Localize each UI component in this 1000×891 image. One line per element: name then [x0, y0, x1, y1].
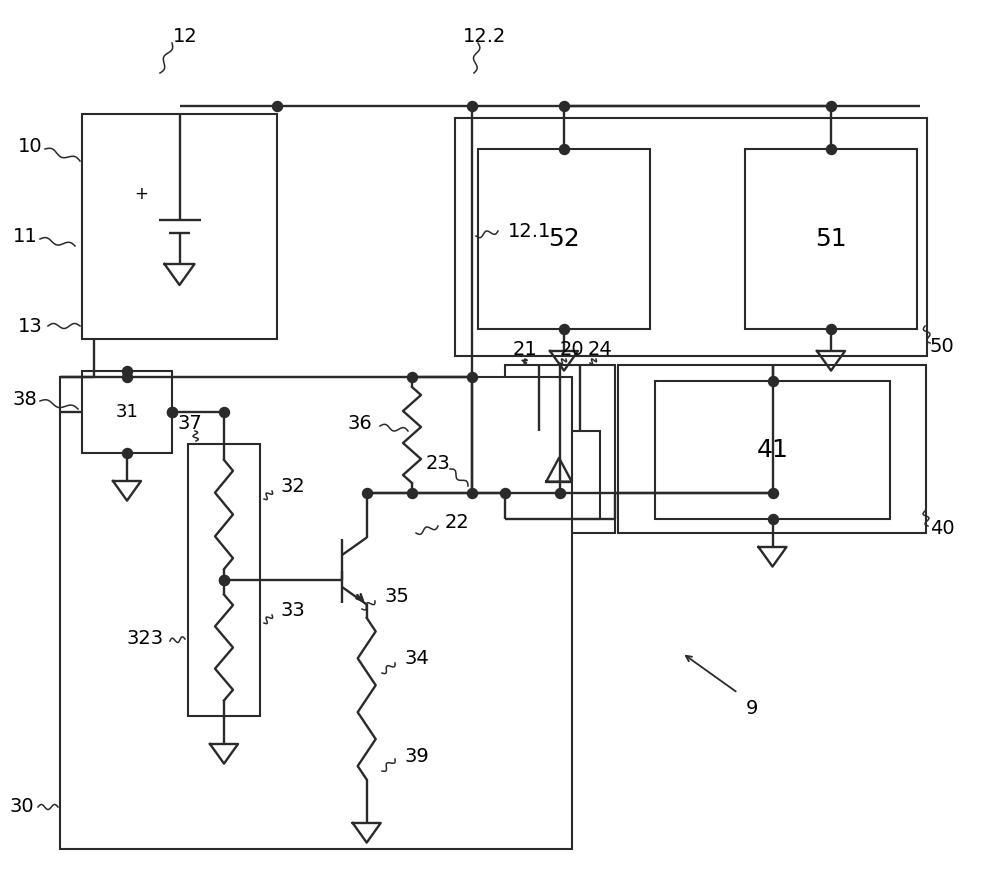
Text: 21: 21 [513, 339, 537, 358]
Point [464, 99, 480, 113]
Text: 12.1: 12.1 [508, 222, 551, 241]
Point [404, 486, 420, 500]
Text: 22: 22 [445, 513, 470, 533]
Text: 33: 33 [280, 601, 305, 620]
Point [216, 573, 232, 587]
Point [359, 486, 375, 500]
Point [823, 322, 839, 336]
Text: 34: 34 [405, 650, 430, 668]
Point [764, 374, 780, 388]
Text: 32: 32 [280, 477, 305, 495]
Point [764, 486, 780, 500]
Bar [505, 365, 615, 533]
Text: 38: 38 [13, 389, 37, 408]
Bar [82, 114, 277, 339]
Point [552, 486, 568, 500]
Point [119, 370, 135, 384]
Bar [60, 377, 572, 849]
Point [497, 486, 513, 500]
Text: 13: 13 [18, 316, 42, 336]
Text: 41: 41 [757, 438, 788, 462]
Bar [745, 149, 917, 329]
Bar [188, 444, 260, 716]
Text: +: + [135, 185, 148, 203]
Point [269, 99, 285, 113]
Point [556, 142, 572, 156]
Point [464, 370, 480, 384]
Text: 35: 35 [385, 586, 410, 606]
Text: 37: 37 [178, 413, 202, 432]
Text: 24: 24 [588, 339, 612, 358]
Text: 9: 9 [746, 699, 758, 718]
Bar [455, 118, 927, 356]
Bar [82, 371, 172, 453]
Text: 30: 30 [10, 797, 34, 815]
Text: 12: 12 [173, 27, 197, 45]
Bar [478, 149, 650, 329]
Point [556, 99, 572, 113]
Text: 52: 52 [548, 227, 580, 251]
Point [764, 511, 780, 526]
Text: 51: 51 [815, 227, 847, 251]
Text: 20: 20 [560, 339, 584, 358]
Text: 36: 36 [347, 413, 372, 432]
Point [556, 322, 572, 336]
Text: 31: 31 [116, 403, 138, 421]
Text: 23: 23 [426, 454, 450, 472]
Point [216, 573, 232, 587]
Point [119, 446, 135, 460]
Point [119, 364, 135, 378]
Text: 39: 39 [405, 747, 430, 765]
Bar [518, 431, 600, 519]
Point [823, 99, 839, 113]
Text: 10: 10 [18, 136, 42, 156]
Point [216, 405, 232, 419]
Bar [655, 381, 890, 519]
Text: 11: 11 [13, 226, 37, 246]
Text: 50: 50 [930, 337, 954, 356]
Point [464, 486, 480, 500]
Text: 12.2: 12.2 [463, 27, 507, 45]
Text: 323: 323 [126, 630, 164, 649]
Text: 40: 40 [930, 519, 954, 538]
Point [404, 370, 420, 384]
Bar [618, 365, 926, 533]
Point [823, 142, 839, 156]
Point [164, 405, 180, 419]
Point [164, 405, 180, 419]
